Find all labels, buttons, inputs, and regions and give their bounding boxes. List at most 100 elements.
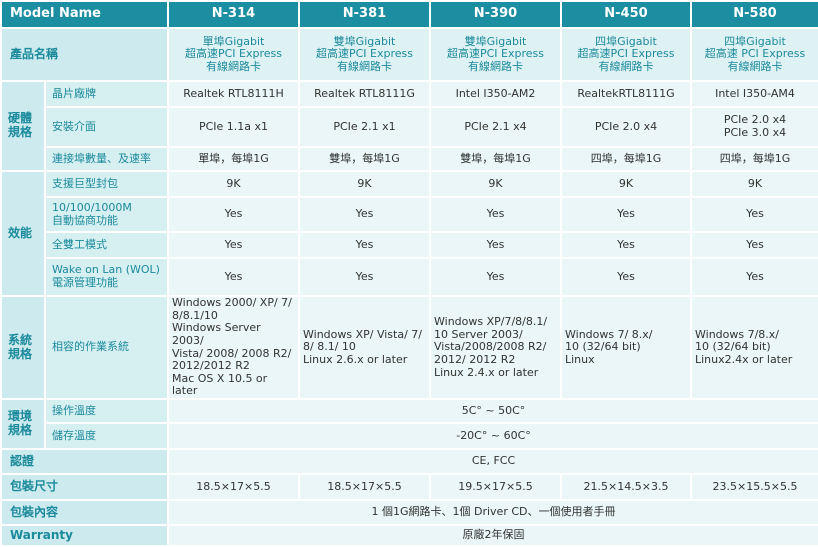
line: 10 (32/64 bit): [695, 340, 771, 354]
op-temp-row: 環境規格 操作溫度 5C° ~ 50C°: [0, 398, 818, 451]
package-size-row: 包裝尺寸 18.5×17×5.5 18.5×17×5.5 19.5×17×5.5…: [0, 473, 818, 502]
line: 超高速PCI Express: [184, 47, 282, 61]
line: 2012/2012 R2: [172, 359, 250, 373]
cell: Yes: [429, 196, 562, 233]
cell: 雙埠，每埠1G: [298, 146, 431, 172]
autoneg-row: 10/100/1000M 自動協商功能 Yes Yes Yes Yes Yes: [1, 196, 818, 233]
cell: Yes: [429, 231, 562, 259]
cell: Yes: [690, 257, 818, 297]
package-content-row: 包裝內容 1 個1G網路卡、1個 Driver CD、一個使用者手冊: [0, 499, 818, 527]
cell: Yes: [560, 231, 692, 259]
cell: 1 個1G網路卡、1個 Driver CD、一個使用者手冊: [167, 499, 818, 527]
cell: Windows XP/7/8/8.1/10 Server 2003/Vista/…: [429, 294, 562, 401]
line: PCIe 3.0 x4: [723, 126, 787, 139]
line: Windows Server 2003/: [172, 321, 261, 347]
row-label: 認證: [0, 448, 169, 476]
row-label: 10/100/1000M 自動協商功能: [44, 196, 169, 233]
line: 2012/ 2012 R2: [434, 352, 516, 366]
line: 四埠Gigabit: [595, 34, 657, 48]
cell: Yes: [560, 257, 692, 297]
cell: Realtek RTL8111H: [167, 80, 300, 108]
line: 自動協商功能: [52, 213, 118, 227]
group-label: 硬體規格: [0, 80, 46, 172]
cell: 雙埠Gigabit 超高速PCI Express 有線網路卡: [298, 27, 431, 82]
cell: Intel I350-AM2: [429, 80, 562, 108]
cell: PCIe 2.0 x4 PCIe 3.0 x4: [690, 106, 818, 148]
line: Windows 2000/ XP/ 7/: [172, 296, 292, 309]
line: Windows 7/8.x/: [695, 327, 780, 341]
chip-row: 硬體規格 晶片廠牌 Realtek RTL8111H Realtek RTL81…: [0, 80, 818, 172]
cell: PCIe 2.0 x4: [560, 106, 692, 148]
cell: RealtekRTL8111G: [560, 80, 692, 108]
line: 超高速 PCI Express: [704, 47, 806, 61]
cell: 21.5×14.5×3.5: [560, 473, 692, 502]
line: 單埠Gigabit: [202, 34, 265, 48]
row-label: 產品名稱: [0, 27, 169, 82]
cell: Windows 7/8.x/10 (32/64 bit) Linux2.4x or…: [690, 294, 818, 401]
cell: Yes: [298, 196, 431, 233]
row-label: 包裝內容: [0, 499, 169, 527]
storage-temp-row: 儲存溫度 -20C° ~ 60C°: [1, 422, 818, 451]
ports-row: 連接埠數量、及速率 單埠，每埠1G 雙埠，每埠1G 雙埠，每埠1G 四埠，每埠1…: [1, 146, 818, 172]
cell: 9K: [560, 170, 692, 198]
row-label: 晶片廠牌: [44, 80, 169, 108]
cell: 四埠Gigabit 超高速PCI Express 有線網路卡: [560, 27, 692, 82]
line: 有線網路卡: [727, 59, 783, 73]
row-label: 全雙工模式: [44, 231, 169, 259]
model-header: N-314: [167, 0, 300, 29]
duplex-row: 全雙工模式 Yes Yes Yes Yes Yes: [1, 231, 818, 259]
cell: PCIe 1.1a x1: [167, 106, 300, 148]
cell: 雙埠，每埠1G: [429, 146, 562, 172]
cell: PCIe 2.1 x1: [298, 106, 431, 148]
cell: 19.5×17×5.5: [429, 473, 562, 502]
cell: Yes: [690, 196, 818, 233]
group-label: 環境規格: [0, 398, 46, 451]
cell: Windows 2000/ XP/ 7/8/8.1/10 Windows Serv…: [167, 294, 300, 401]
cell: Intel I350-AM4: [690, 80, 818, 108]
jumbo-row: 效能 支援巨型封包 9K 9K 9K 9K 9K: [0, 170, 818, 297]
model-header: N-381: [298, 0, 431, 29]
line: Vista/ 2008/ 2008 R2/: [172, 346, 292, 360]
line: 有線網路卡: [598, 59, 654, 73]
cell: 原廠2年保固: [167, 524, 818, 547]
line: 超高速PCI Express: [446, 47, 544, 61]
cell: 四埠，每埠1G: [560, 146, 692, 172]
group-label: 效能: [0, 170, 46, 297]
model-header: N-580: [690, 0, 818, 29]
product-name-row: 產品名稱 單埠Gigabit 超高速PCI Express 有線網路卡 雙埠Giga…: [0, 27, 818, 82]
line: 10 (32/64 bit): [565, 340, 641, 354]
line: Windows XP/7/8/8.1/: [434, 314, 548, 328]
cell: Yes: [560, 196, 692, 233]
interface-row: 安裝介面 PCIe 1.1a x1 PCIe 2.1 x1 PCIe 2.1 x…: [1, 106, 818, 148]
line: 有線網路卡: [468, 59, 523, 73]
cell: Realtek RTL8111G: [298, 80, 431, 108]
cell: 單埠，每埠1G: [167, 146, 300, 172]
cell: 23.5×15.5×5.5: [690, 473, 818, 502]
cell: 四埠Gigabit 超高速 PCI Express 有線網路卡: [690, 27, 818, 82]
cell: CE, FCC: [167, 448, 818, 476]
row-label: 支援巨型封包: [44, 170, 169, 198]
cell: 18.5×17×5.5: [167, 473, 300, 502]
row-label: 安裝介面: [44, 106, 169, 148]
os-row: 系統規格 相容的作業系統 Windows 2000/ XP/ 7/8/8.1/1…: [0, 294, 818, 401]
cell: 9K: [429, 170, 562, 198]
cell: -20C° ~ 60C°: [167, 422, 818, 451]
line: Wake on Lan (WOL): [52, 263, 160, 277]
line: 8/8.1/10: [172, 308, 218, 322]
line: Linux 2.4.x or later: [434, 365, 539, 379]
row-label: 包裝尺寸: [0, 473, 169, 502]
cell: Yes: [690, 231, 818, 259]
cell: Yes: [167, 257, 300, 297]
model-header: N-450: [560, 0, 692, 29]
row-label: Wake on Lan (WOL) 電源管理功能: [44, 257, 169, 297]
line: 電源管理功能: [52, 276, 118, 289]
line: 雙埠Gigabit: [464, 34, 527, 48]
cell: Yes: [298, 257, 431, 297]
cell: 18.5×17×5.5: [298, 473, 431, 502]
line: 雙埠Gigabit: [333, 34, 396, 48]
cell: 5C° ~ 50C°: [167, 398, 818, 425]
model-header: N-390: [429, 0, 562, 29]
cell: Yes: [167, 231, 300, 259]
line: Mac OS X 10.5 or later: [172, 371, 268, 398]
model-name-header: Model Name: [0, 0, 169, 29]
